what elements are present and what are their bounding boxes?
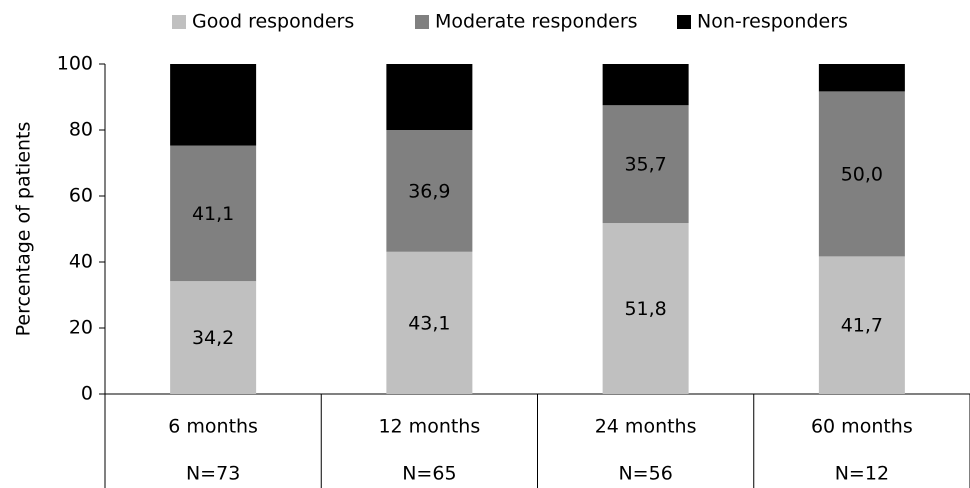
bar-segment [170, 145, 257, 282]
bar-segment [602, 64, 689, 106]
data-label: 34,2 [192, 327, 234, 349]
x-tick-label: 6 months [168, 416, 258, 438]
legend-swatch [172, 15, 186, 29]
y-tick-label: 0 [81, 383, 93, 405]
bar-segment [386, 251, 473, 394]
x-tick-label: 60 months [811, 416, 913, 438]
legend-label: Moderate responders [435, 11, 638, 33]
x-tick-sublabel: N=65 [402, 463, 456, 485]
data-label: 36,9 [408, 180, 450, 202]
y-tick-label: 40 [69, 251, 93, 273]
bar-segment [170, 281, 257, 394]
data-label: 20,0 [408, 87, 450, 109]
data-label: 51,8 [624, 298, 666, 320]
x-tick-label: 12 months [378, 416, 480, 438]
legend-swatch [677, 15, 691, 29]
data-label: 12,5 [624, 74, 666, 96]
data-label: 24,7 [192, 94, 234, 116]
bar-segment [818, 64, 905, 92]
legend-label: Good responders [192, 11, 354, 33]
y-tick-label: 80 [69, 119, 93, 141]
x-tick-sublabel: N=56 [618, 463, 672, 485]
legend-label: Non-responders [697, 11, 848, 33]
data-label: 35,7 [624, 154, 666, 176]
x-tick-sublabel: N=73 [186, 463, 240, 485]
y-tick-label: 20 [69, 317, 93, 339]
bar-segment [602, 105, 689, 224]
data-label: 41,1 [192, 203, 234, 225]
bar-segment [170, 64, 257, 146]
y-axis-title: Percentage of patients [13, 122, 35, 337]
data-label: 8,3 [847, 67, 877, 89]
y-tick-label: 60 [69, 185, 93, 207]
x-tick-sublabel: N=12 [835, 463, 889, 485]
bar-segment [386, 130, 473, 252]
x-tick-label: 24 months [595, 416, 697, 438]
bar-segment [818, 256, 905, 394]
y-tick-label: 100 [57, 53, 93, 75]
bar-segment [818, 91, 905, 257]
data-label: 50,0 [841, 163, 883, 185]
bar-segment [602, 223, 689, 394]
data-label: 43,1 [408, 312, 450, 334]
data-label: 41,7 [841, 315, 883, 337]
bar-segment [386, 64, 473, 130]
legend-swatch [415, 15, 429, 29]
